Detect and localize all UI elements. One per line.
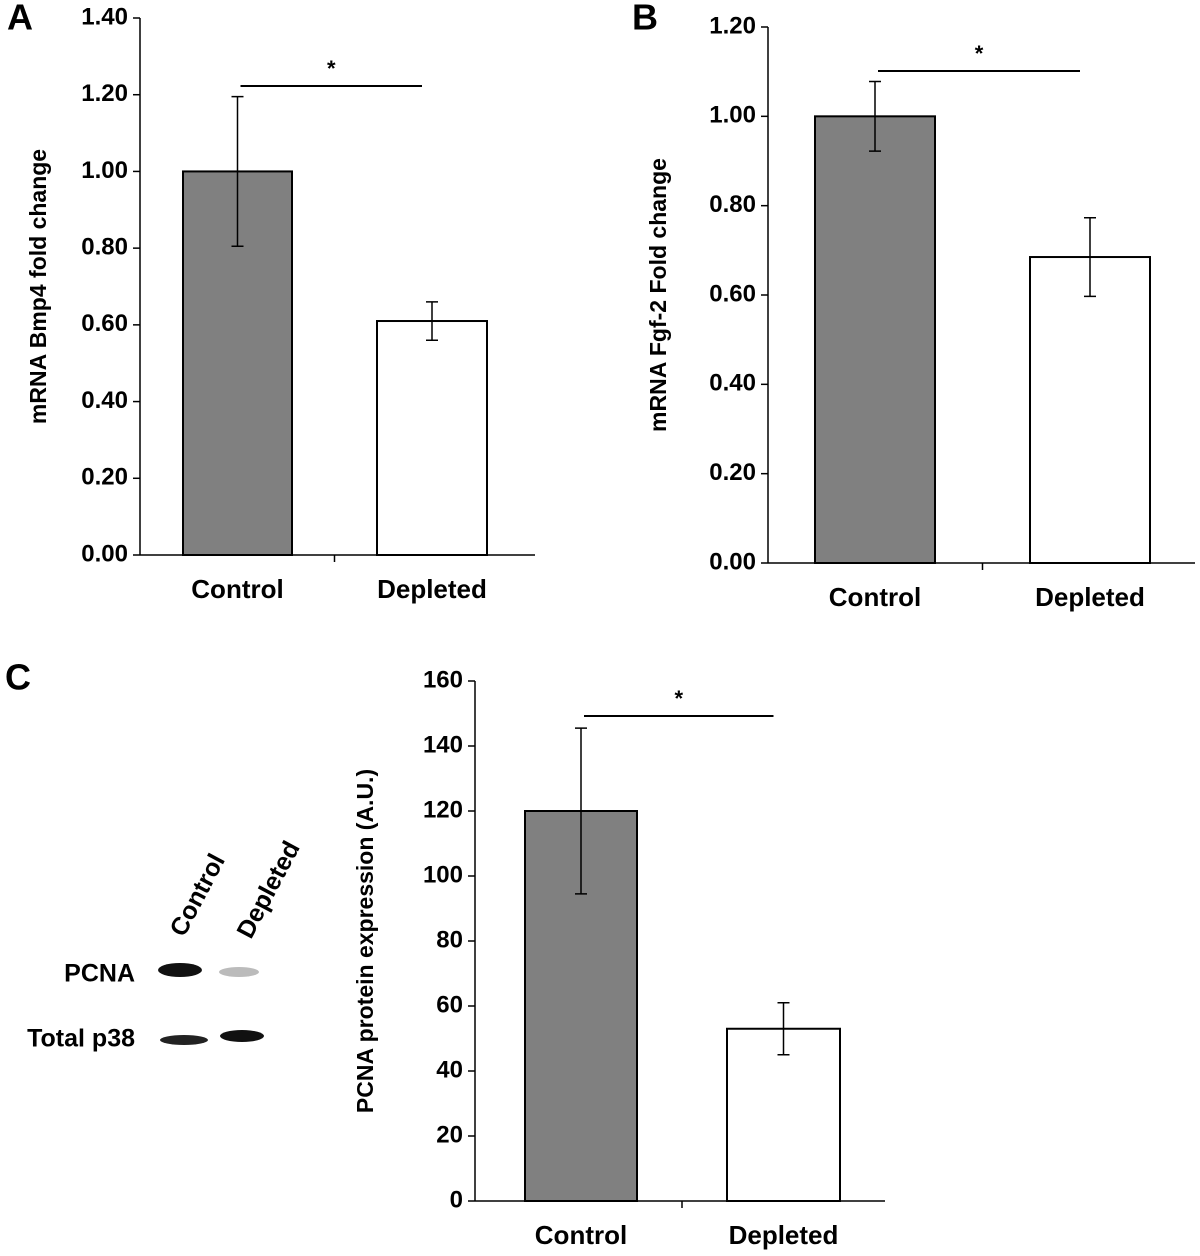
blot-lane-label: Depleted	[231, 837, 305, 943]
y-tick-label: 0.60	[81, 310, 128, 337]
significance-label: *	[674, 686, 683, 711]
x-tick-label: Depleted	[377, 574, 487, 604]
y-tick-label: 0.00	[81, 540, 128, 567]
x-tick-label: Depleted	[1035, 582, 1145, 612]
y-tick-label: 0.40	[709, 370, 756, 397]
y-tick-label: 1.00	[81, 157, 128, 184]
error-bar	[426, 301, 438, 341]
y-tick-label: 0.40	[81, 387, 128, 414]
blot-row-label: Total p38	[27, 1025, 135, 1053]
y-axis-title: mRNA Fgf-2 Fold change	[645, 158, 671, 432]
y-tick-label: 0.20	[81, 464, 128, 491]
y-tick-label: 160	[423, 666, 463, 693]
y-tick-label: 1.00	[709, 102, 756, 129]
y-tick-label: 120	[423, 796, 463, 823]
y-tick-label: 40	[436, 1056, 463, 1083]
y-tick-label: 20	[436, 1121, 463, 1148]
bar	[814, 115, 936, 564]
significance-label: *	[975, 41, 984, 66]
panel-label: A	[7, 0, 33, 38]
y-tick-label: 0.80	[81, 233, 128, 260]
y-tick-label: 80	[436, 926, 463, 953]
y-tick-label: 0.80	[709, 191, 756, 218]
y-tick-label: 1.20	[709, 12, 756, 39]
y-tick-label: 1.40	[81, 3, 128, 30]
y-tick-label: 100	[423, 861, 463, 888]
y-axis-title: PCNA protein expression (A.U.)	[352, 769, 378, 1113]
error-bar	[575, 727, 587, 895]
error-bar	[869, 80, 881, 152]
western-blot: Control Depleted PCNA Total p38	[27, 837, 306, 1053]
blot-band	[219, 967, 259, 977]
y-tick-label: 0.00	[709, 548, 756, 575]
y-tick-label: 1.20	[81, 80, 128, 107]
error-bar	[777, 1002, 790, 1056]
blot-band	[220, 1030, 264, 1042]
x-tick-label: Control	[191, 574, 283, 604]
significance-label: *	[327, 56, 336, 81]
blot-row-label: PCNA	[64, 960, 135, 988]
y-tick-label: 60	[436, 991, 463, 1018]
y-tick-label: 140	[423, 731, 463, 758]
y-axis-title: mRNA Bmp4 fold change	[25, 149, 51, 424]
blot-band	[160, 1035, 208, 1045]
x-tick-label: Control	[535, 1220, 627, 1250]
error-bar	[1084, 216, 1096, 298]
x-tick-label: Control	[829, 582, 921, 612]
bar	[1029, 256, 1151, 564]
panel-label: B	[632, 0, 658, 38]
y-tick-label: 0.60	[709, 280, 756, 307]
bar	[376, 320, 488, 556]
error-bar	[231, 95, 244, 247]
x-tick-label: Depleted	[729, 1220, 839, 1250]
panel-label: C	[5, 657, 31, 698]
y-tick-label: 0.20	[709, 459, 756, 486]
y-tick-label: 0	[450, 1186, 463, 1213]
blot-band	[158, 963, 202, 977]
bar	[726, 1027, 841, 1202]
blot-lane-label: Control	[164, 849, 230, 941]
